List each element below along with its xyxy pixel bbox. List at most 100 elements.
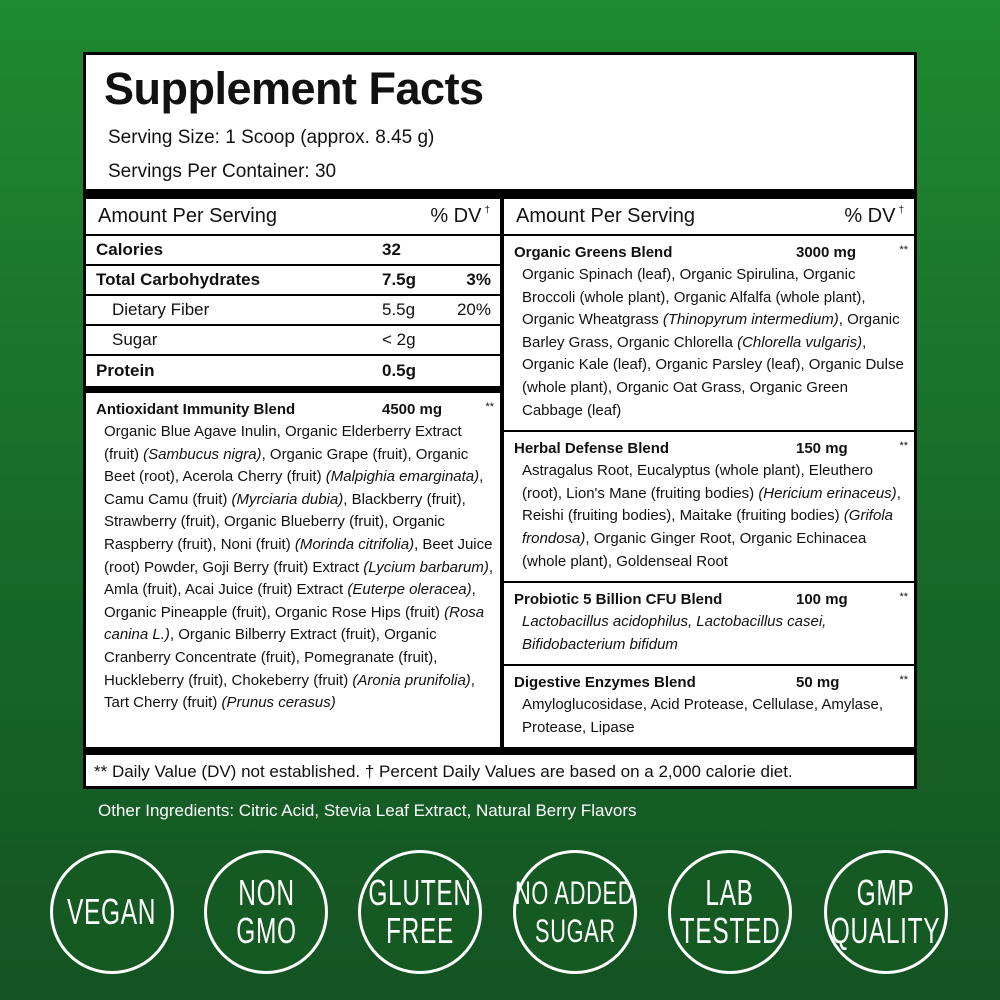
botanical-name: (Euterpe oleracea) (347, 581, 472, 599)
nutrient-name: Total Carbohydrates (96, 270, 261, 289)
badge-text: SUGAR (534, 913, 616, 949)
blend-section: Organic Greens Blend 3000 mg ** Organic Spi… (504, 236, 914, 433)
botanical-name: (Lycium barbarum) (363, 558, 489, 576)
badge-vegan: VEGAN (50, 850, 174, 974)
blend-name: Organic Greens Blend (514, 244, 673, 261)
amount-header: Amount Per Serving (516, 205, 695, 227)
dagger: † (484, 205, 490, 216)
blend-ingredients: Amyloglucosidase, Acid Protease, Cellula… (514, 694, 908, 739)
blend-name: Antioxidant Immunity Blend (96, 401, 296, 418)
footnote: ** Daily Value (DV) not established. † P… (94, 762, 793, 781)
amount-per-serving-header: Amount Per Serving % DV † (504, 199, 914, 236)
nutrient-name: Calories (96, 240, 164, 259)
ingredient-text: , Organic Grape (fruit), Organic Beet (r… (104, 445, 469, 486)
botanical-name: (Malpighia emarginata) (325, 468, 480, 486)
nutrient-name: Dietary Fiber (112, 300, 210, 319)
ingredient-text: , Beet Juice (root) Powder, Goji Berry (… (104, 535, 493, 576)
right-column: Amount Per Serving % DV † Organic Greens … (504, 199, 914, 748)
blend-amount: 150 mg (796, 440, 848, 458)
blend-dv: ** (485, 401, 494, 413)
blend-section: Digestive Enzymes Blend 50 mg ** Amylogluco… (504, 666, 914, 747)
divider-bar (86, 189, 914, 199)
nutrient-row: Dietary Fiber 5.5g 20% (86, 296, 500, 326)
nutrient-amount: < 2g (382, 330, 416, 349)
ingredient-text: Amyloglucosidase, Acid Protease, Cellula… (522, 696, 884, 736)
left-blends: Antioxidant Immunity Blend 4500 mg ** Organ… (86, 393, 500, 723)
nutrient-table: Calories 32 Total Carbohydrates 7.5g 3% Dieta… (86, 236, 500, 386)
botanical-name: (Myrciaria dubia) (231, 490, 344, 508)
badge-non-gmo: NON GMO (204, 850, 328, 974)
badge-text: FREE (385, 910, 454, 951)
nutrient-dv: 3% (466, 270, 491, 289)
divider-bar (86, 747, 914, 755)
blend-ingredients: Lactobacillus acidophilus, Lactobacillus… (514, 611, 908, 656)
panel-title: Supplement Facts (104, 63, 484, 114)
botanical-name: (Chlorella vulgaris) (737, 333, 863, 351)
blend-section: Herbal Defense Blend 150 mg ** Astragalus R… (504, 432, 914, 584)
ingredient-text: , Reishi (fruiting bodies), Maitake (fru… (522, 484, 901, 525)
badge-gluten-free: GLUTEN FREE (358, 850, 482, 974)
ingredient-text: Organic Spinach (leaf), Organic Spirulin… (522, 266, 866, 329)
blend-dv: ** (899, 591, 908, 604)
badge-text: VEGAN (67, 891, 157, 932)
dv-header: % DV † (844, 205, 904, 228)
blend-name: Herbal Defense Blend (514, 440, 670, 458)
thick-divider (86, 386, 500, 393)
blend-ingredients: Organic Blue Agave Inulin, Organic Elder… (96, 421, 494, 715)
botanical-name: (Hericium erinaceus) (758, 484, 897, 502)
ingredient-text: , Blackberry (fruit), Strawberry (fruit)… (104, 490, 466, 553)
nutrient-dv: 20% (456, 300, 491, 319)
dv-label: % DV (430, 205, 482, 227)
servings-per-container: Servings Per Container: 30 (108, 161, 337, 182)
blend-amount: 50 mg (796, 674, 840, 692)
blend-amount: 4500 mg (382, 401, 443, 418)
botanical-name: (Aronia prunifolia) (352, 671, 471, 689)
blend-name: Probiotic 5 Billion CFU Blend (514, 591, 723, 609)
ingredient-text: Organic Blue Agave Inulin, Organic Elder… (104, 423, 462, 463)
blend-ingredients: Organic Spinach (leaf), Organic Spirulin… (514, 264, 908, 422)
nutrient-name: Protein (96, 361, 155, 380)
blend-section: Probiotic 5 Billion CFU Blend 100 mg ** Lac… (504, 583, 914, 667)
nutrient-row: Protein 0.5g (86, 356, 500, 386)
nutrient-row: Sugar < 2g (86, 326, 500, 356)
badge-text: QUALITY (831, 910, 941, 951)
other-ingredients: Other Ingredients: Citric Acid, Stevia L… (98, 801, 637, 820)
badge-text: LAB (705, 872, 755, 913)
nutrient-row: Calories 32 (86, 236, 500, 266)
badge-text: GLUTEN (368, 872, 472, 913)
right-blends: Organic Greens Blend 3000 mg ** Organic Spi… (504, 236, 914, 748)
nutrient-amount: 32 (382, 240, 401, 259)
blend-dv: ** (899, 440, 908, 453)
dv-header: % DV † (430, 205, 490, 228)
badge-text: GMO (235, 910, 297, 951)
blend-header: Organic Greens Blend 3000 mg ** (514, 244, 908, 261)
left-column: Amount Per Serving % DV † Calories 32 Total… (86, 199, 500, 723)
blend-ingredients: Astragalus Root, Eucalyptus (whole plant… (514, 460, 908, 573)
badge-no-added-sugar: NO ADDED SUGAR (513, 850, 637, 974)
botanical-name: (Prunus cerasus) (221, 694, 336, 712)
blend-header: Digestive Enzymes Blend 50 mg ** (514, 674, 908, 691)
column-divider (500, 199, 504, 749)
ingredient-text: , Camu Camu (fruit) (104, 468, 484, 508)
badge-text: TESTED (679, 910, 781, 951)
badge-text: GMP (857, 872, 915, 913)
nutrient-amount: 5.5g (382, 300, 416, 319)
blend-amount: 100 mg (796, 591, 848, 609)
blend-header: Antioxidant Immunity Blend 4500 mg ** (96, 401, 494, 418)
ingredient-text: , Organic Ginger Root, Organic Echinacea… (522, 529, 867, 570)
badge-text: NO ADDED (515, 875, 635, 911)
serving-size: Serving Size: 1 Scoop (approx. 8.45 g) (108, 127, 435, 148)
blend-section: Antioxidant Immunity Blend 4500 mg ** Organ… (86, 393, 500, 723)
nutrient-name: Sugar (112, 330, 158, 349)
panel-header: Supplement Facts Serving Size: 1 Scoop (… (86, 55, 914, 189)
dv-label: % DV (844, 205, 896, 227)
botanical-name: (Morinda citrifolia) (294, 535, 415, 553)
ingredient-text: , Organic Pineapple (fruit), Organic Ros… (104, 581, 476, 621)
botanical-name: (Sambucus nigra) (143, 445, 262, 463)
nutrient-row: Total Carbohydrates 7.5g 3% (86, 266, 500, 296)
blend-name: Digestive Enzymes Blend (514, 674, 696, 692)
ingredient-text: , Tart Cherry (fruit) (104, 671, 475, 712)
botanical-name: (Thinopyrum intermedium) (662, 311, 839, 329)
botanical-name: Lactobacillus acidophilus, Lactobacillus… (522, 613, 827, 653)
blend-dv: ** (899, 244, 908, 256)
